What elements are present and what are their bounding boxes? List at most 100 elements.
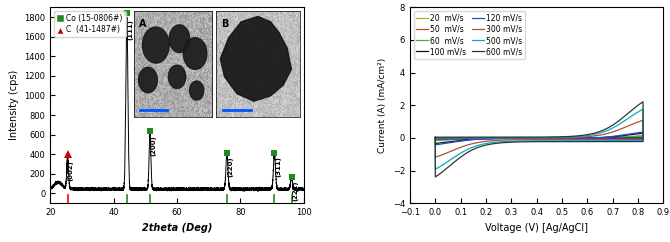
100 mV/s (431, 137, 440, 140)
20  mV/s (431, 136, 440, 139)
120 mV/s (592, 136, 600, 139)
600 mV/s (431, 136, 440, 139)
100 mV/s (466, 138, 474, 141)
Line: 500 mV/s: 500 mV/s (436, 109, 643, 169)
20  mV/s (438, 137, 446, 140)
Text: (111): (111) (128, 20, 134, 40)
50  mV/s (639, 135, 647, 138)
600 mV/s (592, 131, 600, 134)
60  mV/s (438, 139, 446, 142)
50  mV/s (431, 137, 440, 140)
20  mV/s (460, 137, 468, 140)
100 mV/s (438, 141, 446, 144)
500 mV/s (592, 132, 600, 135)
Text: (200): (200) (151, 135, 157, 156)
20  mV/s (637, 137, 645, 140)
Text: (002): (002) (68, 161, 74, 182)
120 mV/s (460, 139, 468, 142)
Legend: 20  mV/s, 50  mV/s, 60  mV/s, 100 mV/s, 120 mV/s, 300 mV/s, 500 mV/s, 600 mV/s: 20 mV/s, 50 mV/s, 60 mV/s, 100 mV/s, 120… (414, 11, 525, 59)
Y-axis label: Intensity (cps): Intensity (cps) (9, 70, 19, 140)
50  mV/s (466, 137, 474, 140)
Line: 20  mV/s: 20 mV/s (436, 137, 643, 139)
20  mV/s (431, 136, 440, 139)
500 mV/s (431, 136, 440, 139)
Text: (311): (311) (275, 156, 281, 177)
60  mV/s (431, 137, 440, 140)
300 mV/s (592, 134, 600, 137)
300 mV/s (466, 143, 474, 146)
50  mV/s (585, 136, 593, 139)
20  mV/s (585, 137, 593, 140)
Legend: Co (15-0806#), C  (41-1487#): Co (15-0806#), C (41-1487#) (54, 11, 126, 38)
Line: 100 mV/s: 100 mV/s (436, 133, 643, 144)
50  mV/s (592, 137, 600, 140)
500 mV/s (639, 108, 647, 111)
500 mV/s (460, 150, 468, 153)
Line: 120 mV/s: 120 mV/s (436, 132, 643, 145)
20  mV/s (431, 137, 440, 140)
120 mV/s (585, 137, 593, 140)
20  mV/s (639, 136, 647, 138)
100 mV/s (592, 136, 600, 139)
300 mV/s (431, 136, 440, 139)
500 mV/s (585, 139, 593, 142)
300 mV/s (639, 119, 647, 122)
300 mV/s (585, 138, 593, 141)
50  mV/s (431, 139, 440, 142)
100 mV/s (431, 137, 440, 140)
100 mV/s (585, 137, 593, 140)
50  mV/s (460, 137, 468, 140)
20  mV/s (466, 137, 474, 140)
Text: (220): (220) (228, 157, 234, 177)
120 mV/s (431, 137, 440, 140)
600 mV/s (438, 171, 446, 174)
500 mV/s (637, 139, 645, 142)
60  mV/s (431, 139, 440, 142)
60  mV/s (639, 134, 647, 137)
500 mV/s (431, 168, 440, 171)
60  mV/s (592, 137, 600, 140)
600 mV/s (431, 136, 440, 139)
120 mV/s (431, 137, 440, 140)
X-axis label: 2theta (Deg): 2theta (Deg) (142, 223, 212, 233)
600 mV/s (637, 140, 645, 143)
60  mV/s (637, 136, 645, 139)
50  mV/s (438, 138, 446, 141)
300 mV/s (637, 138, 645, 141)
50  mV/s (431, 137, 440, 140)
Line: 300 mV/s: 300 mV/s (436, 120, 643, 157)
60  mV/s (466, 137, 474, 140)
600 mV/s (466, 150, 474, 152)
120 mV/s (438, 143, 446, 145)
600 mV/s (431, 175, 440, 178)
120 mV/s (639, 131, 647, 134)
500 mV/s (438, 164, 446, 167)
120 mV/s (466, 138, 474, 141)
100 mV/s (460, 139, 468, 142)
100 mV/s (637, 137, 645, 140)
60  mV/s (460, 137, 468, 140)
X-axis label: Voltage (V) [Ag/AgCl]: Voltage (V) [Ag/AgCl] (485, 223, 588, 233)
120 mV/s (431, 143, 440, 146)
Line: 600 mV/s: 600 mV/s (436, 102, 643, 177)
600 mV/s (460, 153, 468, 156)
300 mV/s (431, 136, 440, 139)
120 mV/s (637, 137, 645, 140)
60  mV/s (431, 137, 440, 140)
100 mV/s (639, 132, 647, 135)
600 mV/s (585, 140, 593, 143)
300 mV/s (431, 156, 440, 159)
300 mV/s (460, 145, 468, 148)
Y-axis label: Current (A) (mA/cm²): Current (A) (mA/cm²) (379, 58, 387, 153)
300 mV/s (438, 154, 446, 157)
Text: (222): (222) (292, 180, 298, 201)
20  mV/s (592, 136, 600, 139)
500 mV/s (466, 147, 474, 150)
Line: 60  mV/s: 60 mV/s (436, 136, 643, 141)
100 mV/s (431, 142, 440, 145)
500 mV/s (431, 136, 440, 139)
600 mV/s (639, 100, 647, 103)
50  mV/s (637, 136, 645, 139)
60  mV/s (585, 136, 593, 139)
Line: 50  mV/s: 50 mV/s (436, 136, 643, 140)
